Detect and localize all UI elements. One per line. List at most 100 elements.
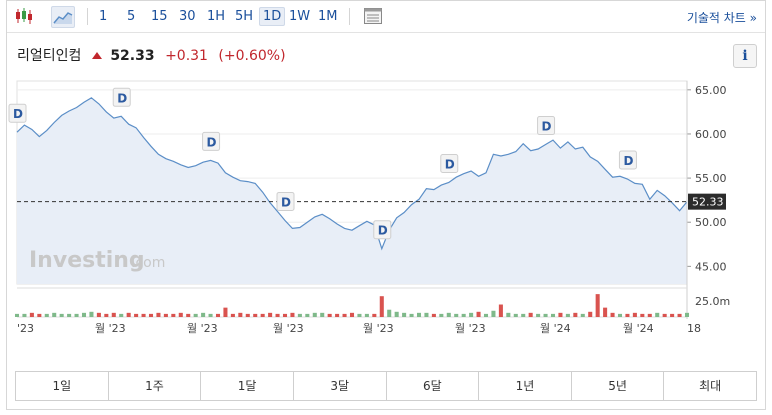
volume-bar: [163, 313, 168, 317]
volume-bar: [22, 313, 27, 317]
volume-bar: [476, 311, 481, 317]
volume-bar: [111, 312, 116, 317]
volume-bar: [14, 313, 20, 317]
volume-bar: [104, 313, 109, 317]
dividend-marker[interactable]: D: [8, 103, 27, 123]
timeframe-1m[interactable]: 1M: [318, 9, 338, 24]
toolbar-divider: [349, 8, 350, 25]
volume-bar: [677, 313, 682, 317]
dividend-marker-label: D: [13, 107, 23, 121]
timeframe-5min[interactable]: 5: [127, 9, 136, 24]
x-tick-label: 18: [687, 322, 701, 335]
period-3m[interactable]: 3달: [294, 372, 387, 400]
volume-bar: [595, 294, 600, 317]
volume-bar: [543, 313, 548, 317]
advanced-chart-link[interactable]: 기술적 차트 »: [686, 11, 757, 25]
volume-bar: [134, 313, 139, 317]
volume-bar: [186, 313, 191, 317]
dividend-marker-label: D: [378, 224, 388, 238]
y-tick-label: 60.00: [695, 128, 727, 141]
dividend-marker[interactable]: D: [276, 191, 295, 211]
dividend-marker[interactable]: D: [618, 150, 637, 170]
volume-bar: [238, 312, 243, 317]
y-tick-label: 55.00: [695, 172, 727, 185]
volume-bar: [148, 313, 154, 317]
volume-bar: [357, 313, 362, 317]
timeframe-15min[interactable]: 15: [151, 9, 168, 24]
toolbar-divider: [87, 8, 88, 25]
price-area-fill: [17, 97, 687, 284]
volume-bar: [119, 313, 124, 317]
volume-bar: [506, 312, 511, 317]
x-tick-label: 월 '23: [273, 322, 304, 335]
volume-bar: [215, 313, 221, 317]
area-chart-icon[interactable]: [51, 6, 75, 28]
timeframe-5h[interactable]: 5H: [235, 9, 254, 24]
dividend-marker-label: D: [117, 91, 127, 105]
volume-bar: [171, 313, 176, 317]
dividend-marker[interactable]: D: [202, 131, 221, 151]
volume-bar: [469, 312, 474, 317]
volume-bar: [498, 304, 503, 317]
period-1w[interactable]: 1주: [109, 372, 202, 400]
x-tick-label: 월 '24: [540, 322, 571, 335]
volume-bar: [52, 312, 57, 317]
timeframe-1d[interactable]: 1D: [259, 7, 286, 26]
timeframe-1h[interactable]: 1H: [207, 9, 226, 24]
volume-bar: [96, 312, 101, 317]
volume-bar: [245, 313, 250, 317]
timeframe-1w[interactable]: 1W: [289, 9, 311, 24]
x-tick-label: 월 '23: [455, 322, 486, 335]
volume-bar: [253, 313, 258, 317]
timeframe-30min[interactable]: 30: [179, 9, 196, 24]
volume-bar: [454, 313, 459, 317]
volume-bar: [156, 312, 161, 317]
volume-bar: [558, 312, 563, 317]
volume-bar: [342, 313, 347, 317]
volume-bar: [647, 313, 652, 317]
volume-bar: [89, 311, 94, 317]
volume-bar: [193, 313, 198, 317]
period-1m[interactable]: 1달: [201, 372, 294, 400]
volume-bar: [74, 313, 79, 317]
volume-bar: [513, 313, 518, 317]
dividend-marker[interactable]: D: [112, 87, 131, 107]
y-tick-label: 50.00: [695, 216, 727, 229]
volume-bar: [416, 312, 422, 317]
volume-bar: [297, 313, 302, 317]
period-5y[interactable]: 5년: [572, 372, 665, 400]
volume-bar: [29, 312, 34, 317]
dividend-marker[interactable]: D: [537, 116, 556, 136]
volume-bar: [550, 313, 556, 317]
x-tick-label: 월 '23: [363, 322, 394, 335]
volume-bar: [573, 312, 578, 317]
volume-bar: [201, 312, 206, 317]
period-6m[interactable]: 6달: [387, 372, 480, 400]
timeframe-1min[interactable]: 1: [99, 9, 108, 24]
volume-bar: [59, 313, 64, 317]
y-tick-label: 65.00: [695, 84, 727, 97]
dividend-marker[interactable]: D: [373, 220, 392, 240]
info-button[interactable]: i: [733, 44, 757, 68]
dividend-marker-box: [276, 191, 295, 211]
price-chart[interactable]: Investing .com D D D D D D D D 65.00 60.00 55.00 5…: [7, 1, 765, 346]
price-change-percent: (+0.60%): [218, 48, 286, 64]
volume-bar: [662, 313, 667, 317]
volume-bar: [580, 313, 585, 317]
period-1y[interactable]: 1년: [479, 372, 572, 400]
table-view-icon[interactable]: [363, 6, 383, 26]
watermark-suffix: .com: [131, 255, 165, 271]
period-max[interactable]: 최대: [699, 379, 722, 393]
volume-bar: [565, 313, 570, 317]
dividend-marker[interactable]: D: [440, 154, 459, 173]
volume-bar: [178, 312, 183, 317]
volume-bar: [402, 312, 407, 317]
period-selector: 1일 1주 1달 3달 6달 1년 5년 최대: [15, 371, 757, 401]
candlestick-chart-icon[interactable]: [15, 6, 33, 26]
volume-bar: [491, 310, 496, 317]
period-1d[interactable]: 1일: [16, 372, 109, 400]
volume-bar: [684, 312, 690, 317]
volume-bar: [603, 307, 608, 317]
volume-bar: [223, 307, 228, 317]
volume-bar: [610, 312, 615, 317]
